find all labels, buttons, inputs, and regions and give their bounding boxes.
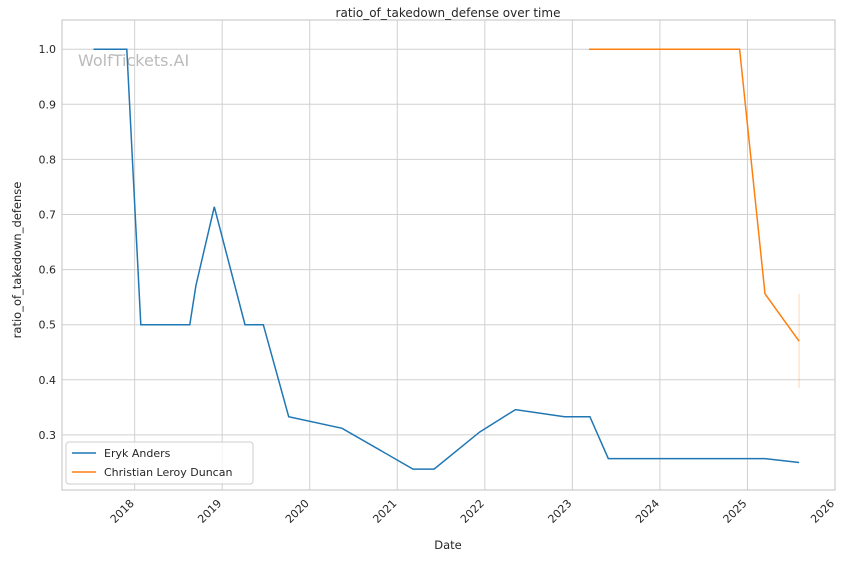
y-tick-label: 0.8 xyxy=(39,153,57,166)
y-tick-label: 0.5 xyxy=(39,319,57,332)
y-tick-label: 0.7 xyxy=(39,209,57,222)
series-line-1 xyxy=(589,48,800,342)
series-line-0 xyxy=(93,48,800,470)
legend-label: Christian Leroy Duncan xyxy=(104,466,232,479)
grid xyxy=(62,20,836,490)
x-tick-label: 2026 xyxy=(808,497,837,526)
x-tick-label: 2021 xyxy=(370,497,399,526)
y-tick-label: 0.9 xyxy=(39,98,57,111)
x-tick-label: 2024 xyxy=(633,497,662,526)
x-tick-label: 2018 xyxy=(108,497,137,526)
y-tick-label: 0.3 xyxy=(39,429,57,442)
x-tick-label: 2020 xyxy=(283,497,312,526)
legend-label: Eryk Anders xyxy=(104,447,171,460)
chart-title: ratio_of_takedown_defense over time xyxy=(336,6,561,20)
watermark: WolfTickets.AI xyxy=(78,51,189,70)
plot-frame xyxy=(61,19,836,491)
y-axis-label: ratio_of_takedown_defense xyxy=(10,182,24,339)
x-axis-label: Date xyxy=(434,538,462,552)
x-tick-label: 2019 xyxy=(195,497,224,526)
x-tick-label: 2022 xyxy=(458,497,487,526)
y-tick-label: 1.0 xyxy=(39,43,57,56)
legend: Eryk Anders Christian Leroy Duncan xyxy=(65,441,254,485)
y-tick-label: 0.4 xyxy=(39,374,57,387)
legend-box xyxy=(65,441,254,485)
y-tick-label: 0.6 xyxy=(39,264,57,277)
x-tick-label: 2023 xyxy=(546,497,575,526)
x-tick-label: 2025 xyxy=(721,497,750,526)
